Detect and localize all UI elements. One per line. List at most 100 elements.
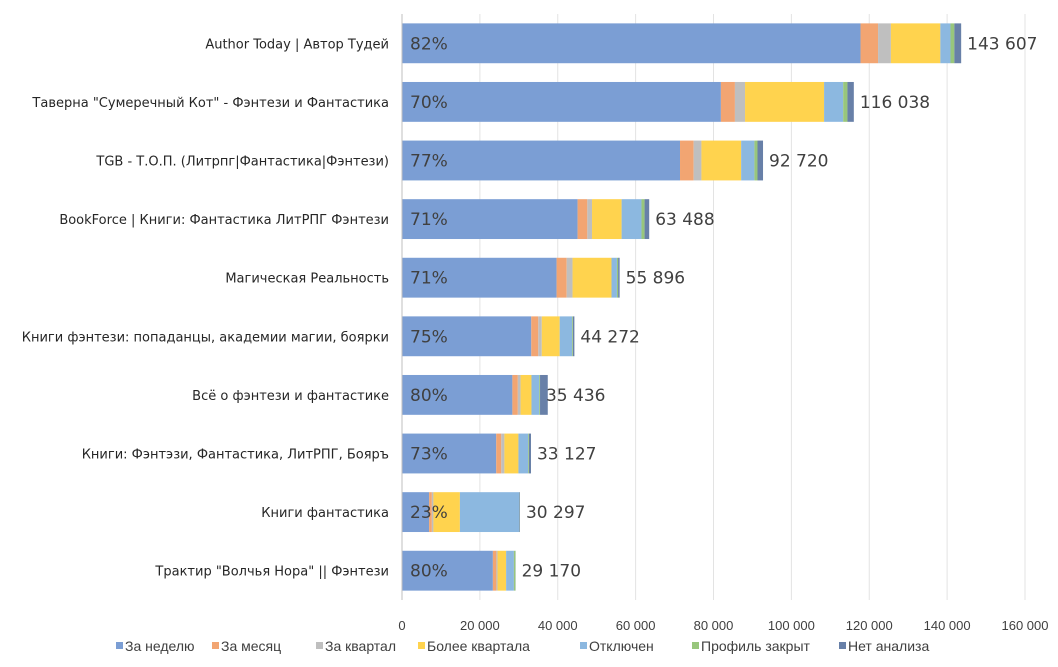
legend-swatch [839,642,846,649]
bar-segment-1 [429,492,432,533]
category-label: Author Today | Автор Тудей [205,37,389,52]
x-tick-label: 100 000 [768,618,815,633]
legend-swatch [580,642,587,649]
bar-segment-4 [518,433,529,474]
category-label: Книги фантастика [261,506,389,521]
total-label: 63 488 [655,210,714,230]
bar-segment-6 [954,23,962,64]
bar-segment-2 [734,81,746,122]
percent-label: 75% [410,327,448,347]
bar-segment-0 [402,550,493,591]
category-label: Книги фэнтези: попаданцы, академии магии… [22,330,389,345]
bar-segment-0 [402,433,497,474]
bar-segment-6 [519,492,520,533]
percent-label: 77% [410,152,448,172]
bar-segment-2 [566,257,573,298]
bar-segment-4 [741,140,755,181]
bar-segment-2 [587,199,593,240]
category-label: Всё о фэнтези и фантастике [192,389,389,404]
bar-segment-1 [577,199,588,240]
legend-swatch [316,642,323,649]
bars [402,23,962,591]
bar-segment-6 [757,140,764,181]
category-label: Таверна "Сумеречный Кот" - Фэнтези и Фан… [31,96,389,111]
bar-segment-1 [492,550,497,591]
percent-labels: 82% 70% 77% 71% 71% 75% 80% 73% 23% 80% [410,34,448,581]
bar-segment-6 [644,199,650,240]
x-tick-label: 60 000 [616,618,656,633]
bar-segment-4 [531,374,540,415]
bar-segment-2 [501,433,505,474]
total-label: 33 127 [537,445,596,465]
bar-segment-6 [847,81,854,122]
bar-segment-0 [402,23,861,64]
legend-label: Отключен [589,638,654,654]
percent-label: 73% [410,445,448,465]
bar-segment-5 [572,316,573,357]
bar-segment-3 [541,316,560,357]
percent-label: 70% [410,93,448,113]
total-labels: 143 607 116 038 92 720 63 488 55 896 44 272 35… [522,34,1038,581]
bar-segment-2 [431,492,434,533]
category-label: Книги: Фэнтэзи, Фантастика, ЛитРПГ, Бояр… [82,448,389,463]
legend-label: Нет анализа [848,638,929,654]
bar-segment-4 [459,492,520,533]
x-tick-label: 160 000 [1002,618,1049,633]
bar-segment-3 [433,492,460,533]
total-label: 92 720 [769,152,828,172]
bar-segment-5 [616,257,619,298]
total-label: 29 170 [522,562,581,582]
percent-label: 71% [410,210,448,230]
legend-label: За квартал [325,638,396,654]
bar-segment-1 [531,316,539,357]
legend-label: Профиль закрыт [701,638,811,654]
bar-segment-2 [693,140,702,181]
bar-segment-5 [539,374,541,415]
bar-segment-5 [513,550,516,591]
category-label: TGB - Т.О.П. (Литрпг|Фантастика|Фэнтези) [95,155,389,170]
bar-segment-6 [572,316,575,357]
percent-label: 71% [410,269,448,289]
total-label: 143 607 [967,34,1037,54]
total-label: 55 896 [626,269,685,289]
percent-label: 80% [410,386,448,406]
legend-label: За неделю [125,638,195,654]
legend-label: Более квартала [427,638,530,654]
bar-segment-2 [517,374,521,415]
bar-segment-5 [641,199,645,240]
x-tick-label: 80 000 [694,618,734,633]
bar-segment-0 [402,492,430,533]
percent-label: 23% [410,503,448,523]
bar-segment-5 [950,23,955,64]
total-label: 44 272 [580,327,639,347]
bar-segment-1 [680,140,694,181]
bar-segment-3 [497,550,507,591]
x-tick-label: 120 000 [846,618,893,633]
bar-segment-2 [496,550,498,591]
bar-segment-3 [701,140,742,181]
bar-segment-0 [402,316,532,357]
bar-segment-5 [754,140,758,181]
x-tick-label: 20 000 [460,618,500,633]
bar-segment-1 [512,374,518,415]
bar-segment-0 [402,257,557,298]
bar-segment-1 [720,81,735,122]
bar-segment-1 [556,257,567,298]
legend-label: За месяц [221,638,281,654]
bar-segment-3 [504,433,519,474]
bar-segment-2 [538,316,542,357]
bar-segment-3 [520,374,532,415]
bar-segment-6 [618,257,620,298]
category-label: Трактир "Волчья Нора" || Фэнтези [154,565,389,580]
category-label: BookForce | Книги: Фантастика ЛитРПГ Фэн… [59,213,389,228]
bar-segment-0 [402,199,578,240]
bar-segment-2 [878,23,891,64]
x-axis-tick-labels: 0 20 000 40 000 60 000 80 000 100 000 120 000 1… [398,618,1048,633]
bar-segment-1 [860,23,879,64]
category-labels: Author Today | Автор Тудей Таверна "Сумер… [22,37,389,579]
percent-label: 80% [410,562,448,582]
total-label: 116 038 [860,93,930,113]
legend-swatch [212,642,219,649]
bar-segment-0 [402,374,513,415]
